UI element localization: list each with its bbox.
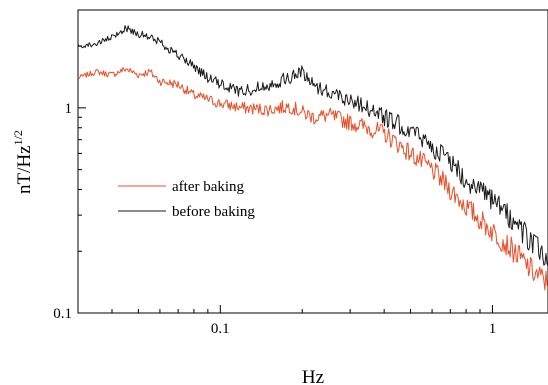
legend: after baking before baking [118,179,255,220]
svg-text:nT/Hz1/2: nT/Hz1/2 [11,130,35,194]
legend-label-before-baking: before baking [172,204,255,220]
y-tick-label: 1 [65,101,73,117]
series-line-after-baking [77,67,548,291]
ticks-layer: 0.1 1 0.1 1 [53,45,497,337]
y-axis-title-exponent: 1/2 [11,130,25,145]
y-tick-label: 0.1 [53,306,72,322]
series-line-before-baking [77,25,548,267]
y-axis-title: nT/Hz1/2 [11,130,35,194]
legend-label-after-baking: after baking [172,179,245,195]
x-tick-label: 1 [489,321,497,337]
plot-frame [77,9,548,314]
series-layer [77,25,548,291]
y-axis-title-base: nT/Hz [14,145,35,194]
x-tick-label: 0.1 [211,321,230,337]
x-axis-title: Hz [302,367,324,385]
